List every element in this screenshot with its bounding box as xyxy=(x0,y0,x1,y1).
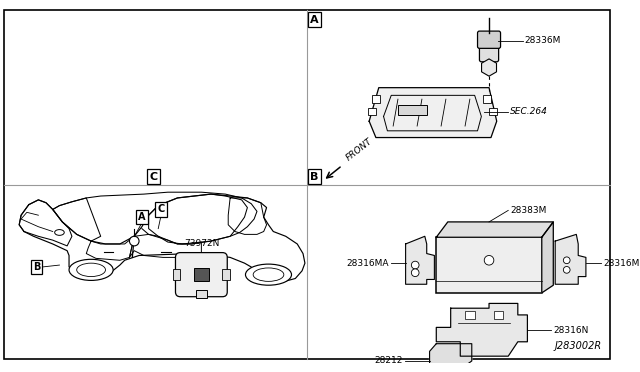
Text: 28212: 28212 xyxy=(374,356,403,365)
Text: C: C xyxy=(149,172,157,182)
Bar xyxy=(489,108,497,115)
Text: SEC.264: SEC.264 xyxy=(510,107,548,116)
Text: 28336M: 28336M xyxy=(525,36,561,45)
Text: B: B xyxy=(310,172,319,182)
Bar xyxy=(368,108,376,115)
Bar xyxy=(196,290,207,298)
Polygon shape xyxy=(436,222,554,237)
Bar xyxy=(465,311,475,319)
FancyBboxPatch shape xyxy=(477,31,500,48)
Ellipse shape xyxy=(253,268,284,281)
Text: FRONT: FRONT xyxy=(344,137,374,163)
Bar xyxy=(372,95,380,103)
Bar xyxy=(173,269,180,280)
Text: 28316N: 28316N xyxy=(554,326,589,335)
Bar xyxy=(398,105,427,115)
Text: J283002R: J283002R xyxy=(555,341,602,352)
Circle shape xyxy=(412,261,419,269)
Bar xyxy=(494,311,504,319)
Circle shape xyxy=(412,269,419,276)
Bar xyxy=(436,237,542,293)
Text: 73972N: 73972N xyxy=(184,239,220,248)
Polygon shape xyxy=(542,222,554,293)
Polygon shape xyxy=(429,344,472,372)
Ellipse shape xyxy=(69,259,113,280)
Text: C: C xyxy=(157,205,164,214)
Ellipse shape xyxy=(77,263,106,276)
Text: 28383M: 28383M xyxy=(510,206,547,215)
Bar xyxy=(223,269,230,280)
Polygon shape xyxy=(369,88,497,138)
Bar xyxy=(483,95,491,103)
FancyBboxPatch shape xyxy=(175,253,227,297)
Text: B: B xyxy=(33,262,40,272)
Bar xyxy=(194,268,209,281)
Circle shape xyxy=(129,236,139,246)
Polygon shape xyxy=(556,234,586,284)
Ellipse shape xyxy=(54,230,64,235)
Polygon shape xyxy=(406,236,435,284)
Polygon shape xyxy=(436,304,527,356)
Circle shape xyxy=(563,266,570,273)
Text: A: A xyxy=(310,15,319,25)
Text: 28316MA: 28316MA xyxy=(347,259,389,267)
Circle shape xyxy=(563,257,570,264)
Ellipse shape xyxy=(246,264,291,285)
Text: A: A xyxy=(138,212,146,222)
Circle shape xyxy=(484,256,494,265)
FancyBboxPatch shape xyxy=(479,46,499,62)
Text: 28316M: 28316M xyxy=(603,259,639,267)
